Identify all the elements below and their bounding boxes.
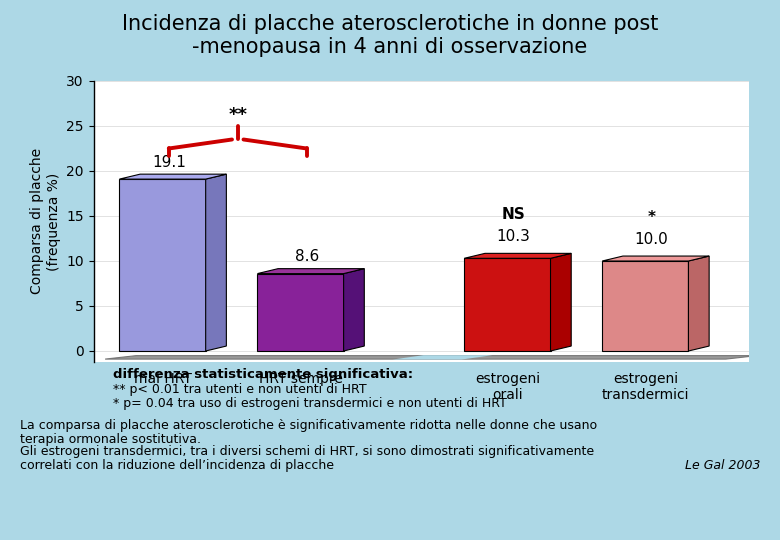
Polygon shape xyxy=(464,253,571,258)
Polygon shape xyxy=(602,261,689,351)
Polygon shape xyxy=(551,253,571,351)
Polygon shape xyxy=(464,258,551,351)
Polygon shape xyxy=(119,174,226,179)
Text: Incidenza di placche aterosclerotiche in donne post
-menopausa in 4 anni di osse: Incidenza di placche aterosclerotiche in… xyxy=(122,14,658,57)
Polygon shape xyxy=(257,274,344,351)
Text: Gli estrogeni transdermici, tra i diversi schemi di HRT, si sono dimostrati sign: Gli estrogeni transdermici, tra i divers… xyxy=(20,446,594,458)
Polygon shape xyxy=(689,256,709,351)
Text: * p= 0.04 tra uso di estrogeni transdermici e non utenti di HRT: * p= 0.04 tra uso di estrogeni transderm… xyxy=(113,397,507,410)
Text: terapia ormonale sostitutiva.: terapia ormonale sostitutiva. xyxy=(20,433,200,446)
Text: NS: NS xyxy=(502,207,526,222)
Text: 19.1: 19.1 xyxy=(152,154,186,170)
Polygon shape xyxy=(344,268,364,351)
Text: correlati con la riduzione dell’incidenza di placche: correlati con la riduzione dell’incidenz… xyxy=(20,459,334,472)
Text: 8.6: 8.6 xyxy=(295,249,319,264)
Polygon shape xyxy=(206,174,226,351)
Text: 10.0: 10.0 xyxy=(635,232,668,247)
Text: **: ** xyxy=(229,106,247,124)
Text: differenza statisticamente significativa:: differenza statisticamente significativa… xyxy=(113,368,413,381)
Y-axis label: Comparsa di placche
(frequenza %): Comparsa di placche (frequenza %) xyxy=(30,148,61,294)
Polygon shape xyxy=(257,268,364,274)
Text: *: * xyxy=(647,210,655,225)
Text: 10.3: 10.3 xyxy=(497,230,530,244)
Polygon shape xyxy=(119,179,206,351)
Polygon shape xyxy=(105,356,757,359)
Text: La comparsa di placche aterosclerotiche è significativamente ridotta nelle donne: La comparsa di placche aterosclerotiche … xyxy=(20,418,597,431)
Text: Le Gal 2003: Le Gal 2003 xyxy=(685,459,760,472)
Polygon shape xyxy=(392,355,492,360)
Polygon shape xyxy=(602,256,709,261)
Text: ** p< 0.01 tra utenti e non utenti di HRT: ** p< 0.01 tra utenti e non utenti di HR… xyxy=(113,383,367,396)
